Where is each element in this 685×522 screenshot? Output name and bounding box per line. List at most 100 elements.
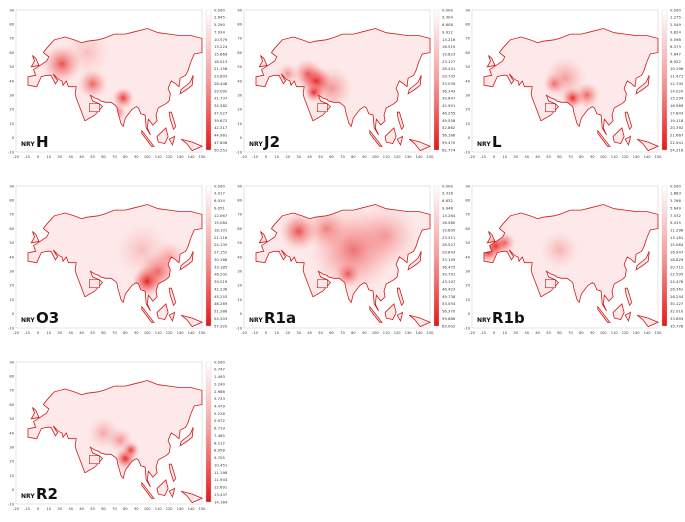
island [181,139,202,151]
color-bar [205,185,212,327]
panel-label: R1a [264,309,296,327]
x-tick-label: 40 [307,331,312,335]
coastline [612,303,625,320]
island [157,479,169,496]
x-tick-label: 80 [351,155,356,159]
x-tick-label: 80 [123,507,128,511]
blank-box [89,279,100,289]
scale-label: 1.275 [670,15,681,20]
scale-label: 9.912 [442,29,453,34]
x-tick-label: 60 [101,331,106,335]
coastline [27,28,203,136]
x-tick-label: -10 [480,155,487,159]
x-tick-label: 140 [644,331,652,335]
x-tick-label: 30 [524,331,529,335]
scale-label: 9.415 [670,220,681,225]
x-tick-label: 0 [493,155,496,159]
y-tick-label: 60 [237,51,242,55]
scale-label: 0.000 [442,7,453,12]
scale-label: 33.039 [442,81,456,86]
y-tick-label: 0 [468,312,471,316]
y-tick-label: 60 [9,403,14,407]
y-tick-label: 20 [9,460,14,464]
island [408,75,422,94]
y-tick-label: 70 [9,389,14,393]
x-tick-label: -20 [13,331,20,335]
coastline [612,127,625,144]
x-tick-label: -10 [252,331,259,335]
x-tick-label: 110 [611,331,619,335]
x-tick-label: 90 [590,155,595,159]
x-tick-label: 70 [568,155,573,159]
y-tick-label: 10 [9,122,14,126]
y-tick-label: 80 [465,23,470,27]
scale-label: 44.961 [214,133,228,138]
x-tick-label: 150 [655,331,663,335]
scale-label: 13.181 [670,235,684,240]
x-tick-label: 80 [351,331,356,335]
island [169,288,176,306]
y-tick-label: 70 [237,213,242,217]
scale-label: 53.054 [442,301,456,306]
x-tick-label: 60 [557,331,562,335]
scale-label: 26.527 [442,242,456,247]
x-tick-label: 40 [79,331,84,335]
coastline [141,129,155,147]
coastline [369,129,383,147]
heat-layer [279,204,420,294]
y-tick-label: 0 [12,136,15,140]
scale-label: 19.823 [442,52,456,57]
x-tick-label: 40 [79,155,84,159]
y-tick-label: 0 [240,136,243,140]
scale-label: 23.211 [442,235,456,240]
x-tick-label: 150 [655,155,663,159]
panel-label: R1b [492,309,525,327]
scale-label: 0.000 [214,183,225,188]
scale-label: 45.253 [214,294,228,299]
x-tick-label: 40 [535,331,540,335]
x-tick-label: 0 [493,331,496,335]
scale-label: 7.934 [214,29,225,34]
y-tick-label: 70 [465,37,470,41]
y-tick-label: 40 [465,79,470,83]
coastline [396,135,404,146]
coastline [624,311,632,322]
scale-label: 32.010 [670,309,684,314]
island [636,251,650,270]
coastline [483,204,659,312]
scale-label: 24.216 [670,147,684,152]
x-tick-label: 140 [188,507,196,511]
scale-label: 17.843 [670,110,684,115]
scale-label: 39.647 [442,96,456,101]
y-tick-label: -10 [8,150,15,154]
scale-label: 18.101 [214,228,228,233]
x-tick-label: 10 [275,331,280,335]
y-tick-label: 10 [465,122,470,126]
scale-label: 39.791 [442,272,456,277]
panel-label: L [492,133,502,151]
coastline [141,481,155,499]
y-tick-label: 10 [9,474,14,478]
scale-label: 21.667 [670,133,684,138]
x-tick-label: 110 [611,155,619,159]
scale-label: 10.451 [214,462,228,467]
scale-label: 2.645 [214,15,225,20]
x-tick-label: 30 [68,155,73,159]
scale-label: 30.127 [670,301,684,306]
island [157,127,169,144]
x-tick-label: 100 [144,507,152,511]
y-tick-label: 90 [237,184,242,188]
scale-label: 33.159 [442,257,456,262]
scale-label: 4.479 [214,404,225,409]
scale-label: 36.475 [442,264,456,269]
coastline [255,204,431,312]
x-tick-label: 70 [112,507,117,511]
scale-label: 13.437 [214,492,228,497]
y-tick-label: 0 [12,488,15,492]
x-tick-label: 130 [633,155,641,159]
y-tick-label: 10 [9,298,14,302]
x-tick-label: 80 [123,155,128,159]
scale-label: 26.431 [442,66,456,71]
y-tick-label: -10 [8,326,15,330]
scale-label: 6.034 [214,198,225,203]
